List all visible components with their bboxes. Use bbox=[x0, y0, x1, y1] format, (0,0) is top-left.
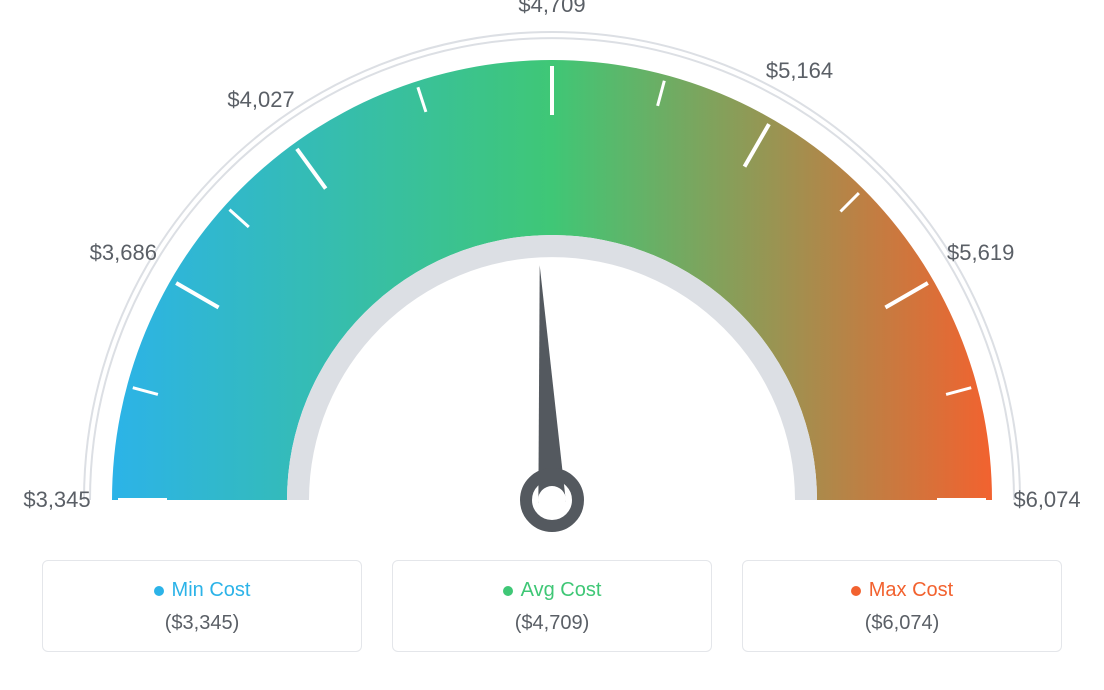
legend-value-max: ($6,074) bbox=[753, 612, 1051, 635]
legend-card-avg: Avg Cost ($4,709) bbox=[392, 560, 712, 652]
dot-icon-max bbox=[851, 586, 861, 596]
gauge-tick-label: $6,074 bbox=[1013, 487, 1080, 513]
gauge-tick-label: $5,164 bbox=[766, 58, 833, 84]
gauge-chart: $3,345$3,686$4,027$4,709$5,164$5,619$6,0… bbox=[22, 20, 1082, 540]
gauge-tick-label: $4,709 bbox=[518, 0, 585, 18]
gauge-svg bbox=[22, 20, 1082, 540]
legend-value-min: ($3,345) bbox=[53, 612, 351, 635]
legend-card-max: Max Cost ($6,074) bbox=[742, 560, 1062, 652]
legend-title-avg: Avg Cost bbox=[503, 579, 602, 602]
gauge-tick-label: $5,619 bbox=[947, 240, 1014, 266]
legend-title-min-text: Min Cost bbox=[172, 579, 251, 602]
legend-title-avg-text: Avg Cost bbox=[521, 579, 602, 602]
legend-card-min: Min Cost ($3,345) bbox=[42, 560, 362, 652]
gauge-tick-label: $4,027 bbox=[227, 87, 294, 113]
legend-value-avg: ($4,709) bbox=[403, 612, 701, 635]
dot-icon-min bbox=[154, 586, 164, 596]
legend-title-max: Max Cost bbox=[851, 579, 953, 602]
legend-title-max-text: Max Cost bbox=[869, 579, 953, 602]
legend-row: Min Cost ($3,345) Avg Cost ($4,709) Max … bbox=[20, 560, 1084, 652]
dot-icon-avg bbox=[503, 586, 513, 596]
gauge-tick-label: $3,345 bbox=[23, 487, 90, 513]
gauge-group bbox=[84, 32, 1020, 526]
gauge-tick-label: $3,686 bbox=[90, 240, 157, 266]
legend-title-min: Min Cost bbox=[154, 579, 251, 602]
